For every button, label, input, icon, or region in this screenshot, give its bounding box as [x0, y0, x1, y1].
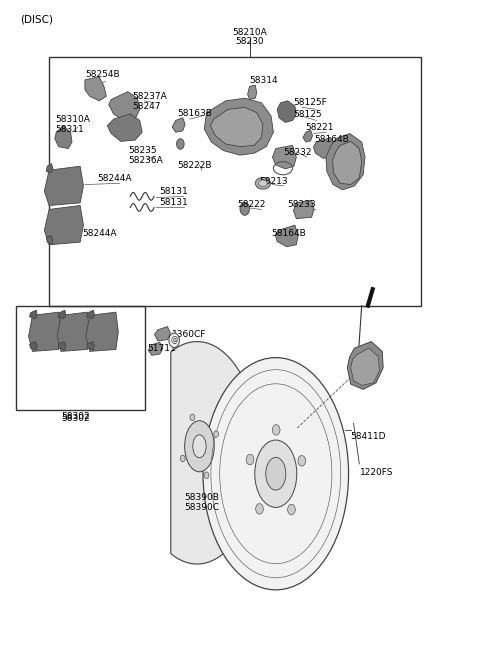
Polygon shape — [55, 125, 72, 148]
Circle shape — [246, 455, 254, 465]
Polygon shape — [57, 312, 90, 351]
Ellipse shape — [203, 357, 348, 590]
Circle shape — [190, 414, 195, 420]
Polygon shape — [30, 310, 37, 319]
Text: 58210A: 58210A — [232, 28, 267, 37]
Circle shape — [169, 333, 180, 348]
Polygon shape — [351, 348, 379, 386]
Polygon shape — [293, 200, 314, 219]
Text: 58163B: 58163B — [177, 109, 212, 118]
Text: 58222: 58222 — [237, 200, 265, 210]
Polygon shape — [171, 342, 259, 564]
Polygon shape — [273, 145, 296, 169]
Bar — [16, 306, 144, 410]
Circle shape — [288, 505, 295, 515]
Polygon shape — [87, 310, 95, 319]
Circle shape — [272, 424, 280, 435]
Text: 51711: 51711 — [147, 344, 176, 353]
Polygon shape — [108, 114, 142, 141]
Text: 58311: 58311 — [55, 125, 84, 133]
Polygon shape — [210, 107, 263, 147]
Polygon shape — [204, 98, 274, 155]
Polygon shape — [44, 166, 84, 206]
Polygon shape — [58, 342, 66, 350]
Text: @: @ — [170, 335, 178, 344]
Circle shape — [256, 504, 264, 514]
Text: 58222B: 58222B — [177, 161, 212, 170]
Text: 58125: 58125 — [293, 110, 322, 119]
Polygon shape — [172, 118, 185, 132]
Polygon shape — [333, 141, 362, 185]
Ellipse shape — [255, 177, 271, 189]
Polygon shape — [155, 327, 170, 341]
Text: 58310A: 58310A — [55, 116, 90, 124]
Text: 58236A: 58236A — [128, 156, 163, 165]
Polygon shape — [86, 312, 118, 351]
Polygon shape — [148, 342, 163, 355]
Polygon shape — [87, 342, 95, 350]
Polygon shape — [326, 133, 365, 190]
Text: 58302: 58302 — [61, 413, 90, 422]
Polygon shape — [85, 77, 107, 101]
Polygon shape — [313, 137, 335, 158]
Text: 58302: 58302 — [61, 411, 90, 420]
Text: 58237A: 58237A — [132, 93, 168, 101]
Polygon shape — [29, 312, 61, 351]
Circle shape — [214, 431, 218, 438]
Circle shape — [204, 472, 209, 478]
Polygon shape — [348, 342, 383, 390]
Ellipse shape — [266, 457, 286, 490]
Ellipse shape — [255, 440, 297, 507]
Text: 58314: 58314 — [250, 76, 278, 85]
Polygon shape — [277, 101, 296, 122]
Text: 58235: 58235 — [128, 146, 156, 155]
Text: 58244A: 58244A — [83, 229, 117, 238]
Text: 58247: 58247 — [132, 102, 161, 110]
Text: 58125F: 58125F — [293, 99, 327, 107]
Text: 58390B: 58390B — [184, 493, 219, 503]
Text: 58131: 58131 — [159, 198, 188, 208]
Ellipse shape — [259, 180, 267, 187]
Polygon shape — [303, 130, 312, 142]
Text: 58213: 58213 — [259, 177, 288, 186]
Polygon shape — [30, 342, 37, 350]
Circle shape — [180, 455, 185, 462]
Text: 58131: 58131 — [159, 187, 188, 196]
Polygon shape — [46, 164, 53, 173]
Ellipse shape — [193, 435, 206, 458]
Polygon shape — [276, 225, 298, 247]
Text: 58221: 58221 — [305, 124, 334, 132]
Circle shape — [240, 202, 250, 215]
Text: 58230: 58230 — [235, 37, 264, 46]
Text: 58254B: 58254B — [85, 70, 120, 79]
Text: 58411D: 58411D — [351, 432, 386, 441]
Text: 1220FS: 1220FS — [360, 468, 394, 477]
Text: 58164B: 58164B — [314, 135, 348, 144]
Polygon shape — [46, 236, 53, 245]
Polygon shape — [44, 206, 84, 245]
Polygon shape — [248, 85, 257, 99]
Text: 58232: 58232 — [283, 148, 312, 157]
Text: 58233: 58233 — [288, 200, 316, 210]
Ellipse shape — [185, 420, 214, 472]
Text: 1360CF: 1360CF — [172, 330, 206, 339]
Circle shape — [177, 139, 184, 149]
Text: (DISC): (DISC) — [21, 14, 53, 24]
Bar — [49, 57, 421, 306]
Polygon shape — [109, 92, 140, 120]
Circle shape — [298, 455, 306, 466]
Text: 58244A: 58244A — [97, 174, 132, 183]
Text: 58164B: 58164B — [271, 229, 306, 238]
Text: 58390C: 58390C — [184, 503, 219, 512]
Polygon shape — [58, 310, 66, 319]
